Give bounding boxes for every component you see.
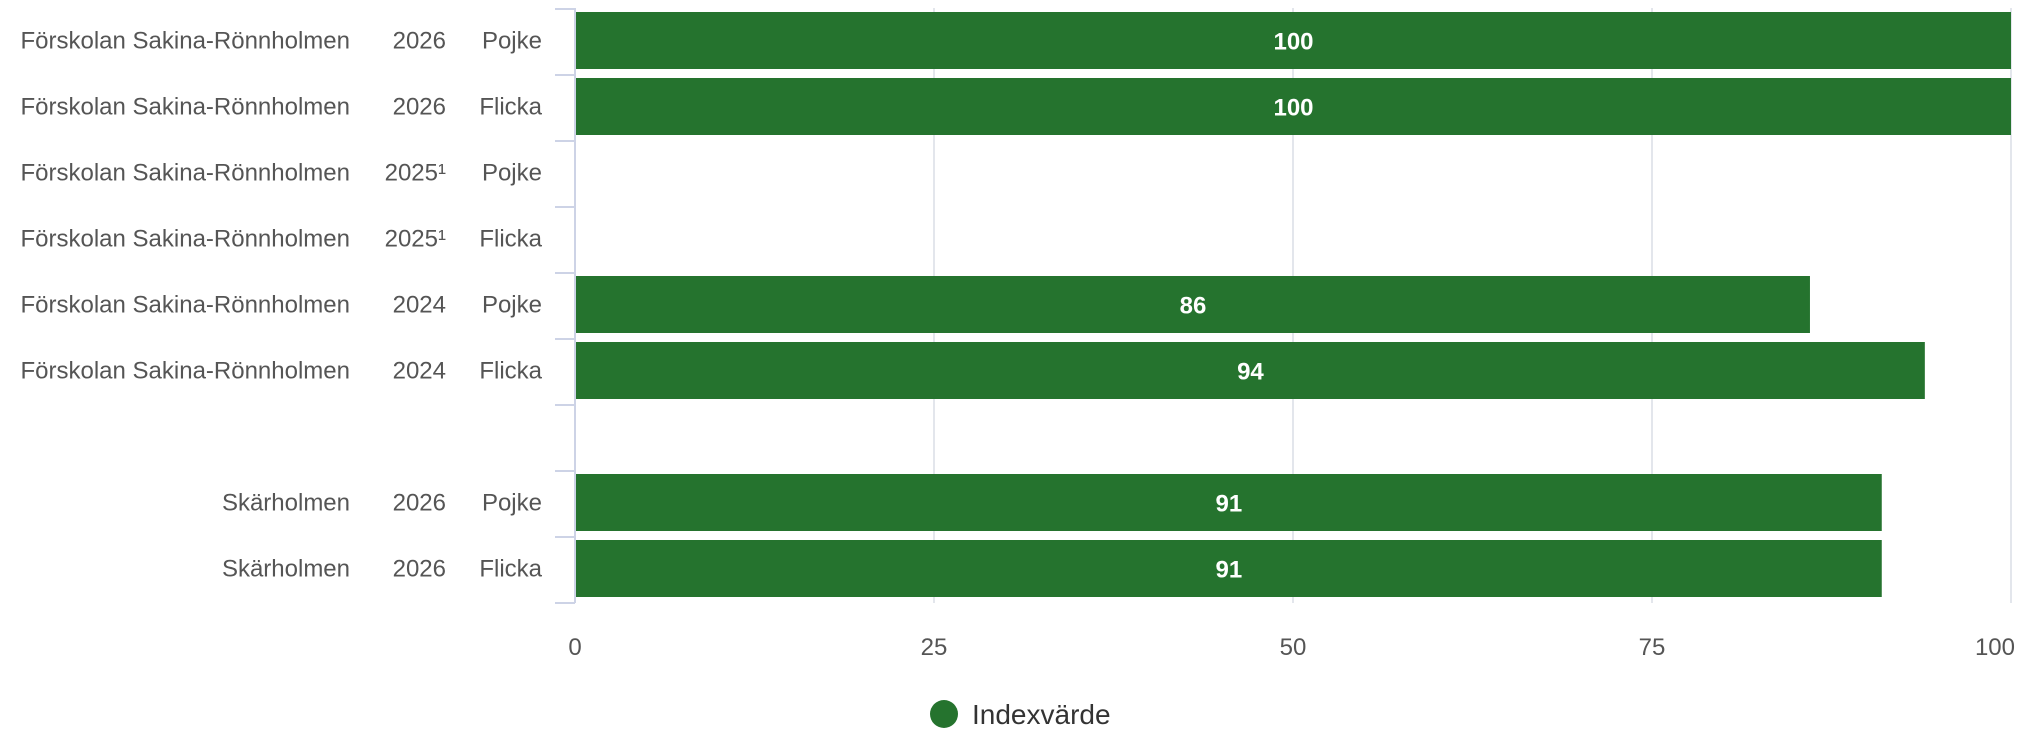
y-category-label: Flicka xyxy=(479,226,542,253)
bar[interactable] xyxy=(576,78,2011,135)
legend-marker-icon xyxy=(930,700,958,728)
y-category-label: 2025¹ xyxy=(385,160,446,187)
bar[interactable] xyxy=(576,276,1810,333)
y-category-label: 2026 xyxy=(393,94,446,121)
y-category-label: 2025¹ xyxy=(385,226,446,253)
bar[interactable] xyxy=(576,342,1925,399)
x-tick-label: 50 xyxy=(1280,634,1307,661)
bar-data-label: 100 xyxy=(1273,95,1313,122)
y-category-label: Förskolan Sakina-Rönnholmen xyxy=(20,292,350,319)
bar-data-label: 94 xyxy=(1237,359,1264,386)
y-category-label: Förskolan Sakina-Rönnholmen xyxy=(20,160,350,187)
y-category-label: Pojke xyxy=(482,28,542,55)
bar-data-label: 100 xyxy=(1273,29,1313,56)
y-category-label: Skärholmen xyxy=(222,490,350,517)
y-category-label: Pojke xyxy=(482,292,542,319)
y-category-label: 2026 xyxy=(393,556,446,583)
y-category-label: Pojke xyxy=(482,490,542,517)
x-tick-label: 25 xyxy=(921,634,948,661)
x-tick-label: 100 xyxy=(1975,634,2015,661)
y-category-label: Förskolan Sakina-Rönnholmen xyxy=(20,94,350,121)
y-category-label: Flicka xyxy=(479,556,542,583)
x-tick-label: 75 xyxy=(1639,634,1666,661)
y-category-label: Skärholmen xyxy=(222,556,350,583)
legend[interactable]: Indexvärde xyxy=(930,699,1111,729)
y-category-label: Förskolan Sakina-Rönnholmen xyxy=(20,28,350,55)
bar[interactable] xyxy=(576,474,1882,531)
y-category-label: 2024 xyxy=(393,292,446,319)
bar-data-label: 86 xyxy=(1180,293,1207,320)
y-category-label: Förskolan Sakina-Rönnholmen xyxy=(20,226,350,253)
axis-layer: 0 25 50 75 100 Förskolan Sakina-Rönnholmen 202… xyxy=(20,8,2015,661)
bar[interactable] xyxy=(576,540,1882,597)
bar[interactable] xyxy=(576,12,2011,69)
x-tick-label: 0 xyxy=(568,634,581,661)
y-category-label: Flicka xyxy=(479,358,542,385)
label-layer: 100 100 86 94 91 91 xyxy=(1180,29,1314,584)
y-category-label: Förskolan Sakina-Rönnholmen xyxy=(20,358,350,385)
bar-data-label: 91 xyxy=(1216,491,1243,518)
bar-data-label: 91 xyxy=(1216,557,1243,584)
bar-layer xyxy=(576,12,2011,597)
y-category-label: 2024 xyxy=(393,358,446,385)
y-category-label: Pojke xyxy=(482,160,542,187)
legend-label: Indexvärde xyxy=(972,699,1111,729)
y-category-label: 2026 xyxy=(393,490,446,517)
y-category-label: Flicka xyxy=(479,94,542,121)
y-category-label: 2026 xyxy=(393,28,446,55)
